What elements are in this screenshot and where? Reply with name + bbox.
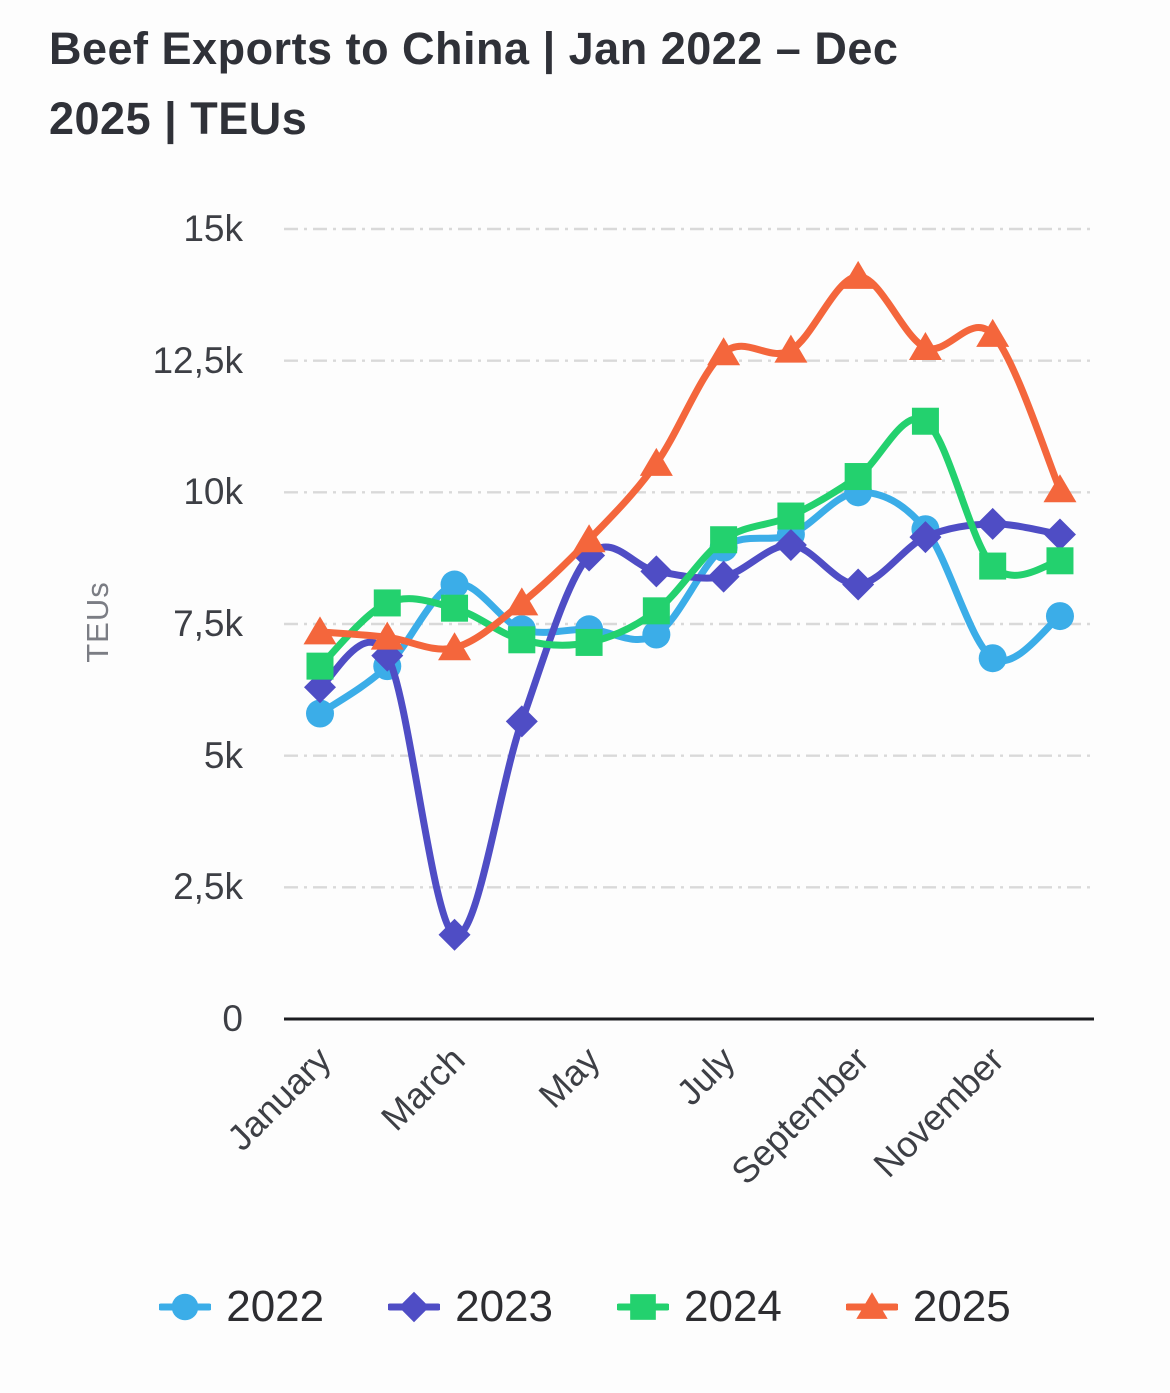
legend-marker-diamond-icon [388, 1291, 441, 1323]
point-2025-October[interactable] [908, 332, 942, 360]
point-2025-September[interactable] [841, 260, 875, 289]
legend-label: 2023 [455, 1282, 553, 1331]
y-tick-2-5k: 2,5k [173, 866, 243, 907]
point-2025-June[interactable] [639, 447, 673, 476]
point-2024-January[interactable] [306, 652, 334, 680]
point-2025-August[interactable] [774, 334, 808, 363]
legend-label: 2022 [226, 1282, 325, 1331]
legend-marker-triangle-icon [845, 1292, 898, 1319]
point-2022-March[interactable] [440, 570, 469, 599]
y-axis-title: TEUs [80, 581, 115, 663]
series-line-2023 [316, 520, 1064, 939]
point-2025-March[interactable] [438, 632, 472, 661]
point-2022-December[interactable] [1045, 602, 1074, 631]
x-tick-july: July [668, 1039, 742, 1113]
chart-legend: 2022 2023 2024 2025 [0, 1282, 1170, 1332]
legend-circle-2022 [171, 1293, 199, 1321]
y-tick-12-5k: 12,5k [152, 340, 243, 381]
chart-title-line-1: Beef Exports to China | Jan 2022 – Dec [49, 23, 899, 74]
point-2022-June[interactable] [642, 620, 671, 649]
chart-title-line-2: 2025 | TEUs [49, 93, 308, 144]
point-2024-May[interactable] [575, 628, 603, 656]
y-tick-5k: 5k [204, 735, 244, 776]
y-tick-7-5k: 7,5k [173, 603, 243, 644]
line-chart: 0 2,5k 5k 7,5k 10k 12,5k 15k TEUs Januar… [80, 208, 1094, 1193]
point-2024-June[interactable] [642, 597, 670, 625]
y-tick-0: 0 [222, 998, 243, 1039]
point-2024-March[interactable] [441, 594, 469, 622]
point-2024-April[interactable] [508, 626, 536, 654]
legend-square-2024 [630, 1294, 656, 1320]
point-2023-December[interactable] [1043, 518, 1076, 551]
x-tick-may: May [531, 1039, 608, 1116]
point-2024-February[interactable] [373, 589, 401, 617]
x-tick-november: November [865, 1039, 1011, 1185]
point-2023-November[interactable] [976, 507, 1009, 540]
point-2023-July[interactable] [707, 560, 740, 593]
y-tick-15k: 15k [183, 208, 243, 249]
point-2025-February[interactable] [370, 621, 404, 650]
point-2024-July[interactable] [710, 526, 738, 554]
point-2022-November[interactable] [978, 644, 1007, 673]
x-tick-march: March [373, 1039, 473, 1139]
y-tick-10k: 10k [183, 471, 243, 512]
point-2024-October[interactable] [911, 407, 939, 435]
point-2022-January[interactable] [306, 699, 334, 728]
point-2025-December[interactable] [1043, 474, 1077, 503]
point-2024-November[interactable] [979, 552, 1007, 580]
point-2024-December[interactable] [1046, 547, 1074, 575]
series-2025 [303, 260, 1077, 661]
legend-diamond-2023 [398, 1291, 430, 1323]
point-2024-September[interactable] [844, 463, 872, 491]
point-2023-August[interactable] [774, 529, 807, 561]
legend-item-2025[interactable]: 2025 [845, 1282, 1011, 1332]
legend-item-2023[interactable]: 2023 [388, 1282, 553, 1332]
x-tick-january: January [219, 1039, 339, 1159]
point-2025-November[interactable] [976, 318, 1010, 347]
series-2024 [306, 407, 1074, 680]
legend-label: 2025 [912, 1282, 1011, 1331]
point-2025-January[interactable] [303, 616, 337, 645]
series-plot-area [303, 260, 1077, 951]
legend-marker-circle-icon [159, 1293, 212, 1321]
legend-item-2024[interactable]: 2024 [617, 1282, 782, 1332]
point-2025-July[interactable] [707, 337, 741, 366]
point-2025-April[interactable] [505, 587, 539, 616]
point-2023-April[interactable] [505, 705, 538, 738]
point-2023-October[interactable] [909, 521, 942, 554]
point-2023-September[interactable] [842, 568, 875, 601]
legend-marker-square-icon [617, 1294, 669, 1320]
chart-title: Beef Exports to China | Jan 2022 – Dec 2… [49, 14, 1069, 154]
point-2023-June[interactable] [640, 555, 673, 588]
point-2025-May[interactable] [572, 524, 606, 553]
legend-item-2022[interactable]: 2022 [159, 1282, 324, 1332]
point-2023-March[interactable] [438, 918, 471, 951]
series-line-2024 [316, 415, 1064, 670]
point-2024-August[interactable] [777, 502, 805, 530]
series-2023 [304, 507, 1076, 951]
x-tick-september: September [723, 1039, 877, 1193]
legend-label: 2024 [684, 1282, 782, 1331]
legend-triangle-2025 [856, 1292, 888, 1319]
